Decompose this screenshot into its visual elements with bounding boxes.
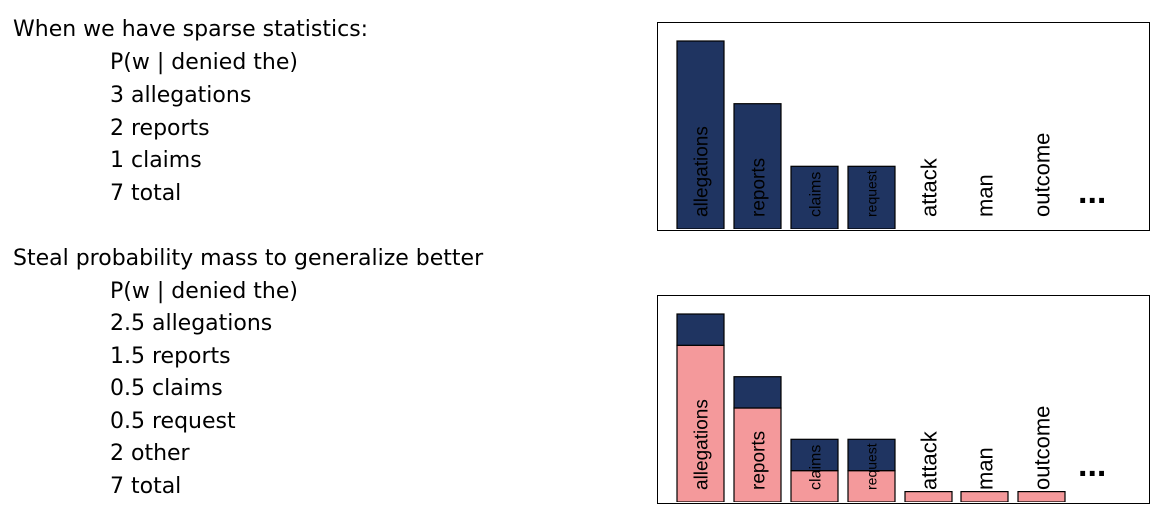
chart1-label-allegations: allegations <box>691 126 712 217</box>
chart1-ellipsis: ... <box>1078 173 1106 211</box>
chart1-label-attack: attack <box>916 157 941 217</box>
chart2-bar-outcome-s0 <box>1017 491 1066 502</box>
chart2-label-allegations: allegations <box>691 399 712 490</box>
chart1-label-claims: claims <box>807 172 824 217</box>
chart2-label-claims: claims <box>807 445 824 490</box>
section2-heading: Steal probability mass to generalize bet… <box>13 246 484 271</box>
chart2-bar-request-s1 <box>847 438 896 472</box>
chart2-label-outcome: outcome <box>1029 406 1054 490</box>
section1-line-total: 7 total <box>110 181 182 206</box>
chart1-label-outcome: outcome <box>1029 133 1054 217</box>
section1-line-allegations: 3 allegations <box>110 83 252 108</box>
section2-line-formula: P(w | denied the) <box>110 279 298 304</box>
chart-smoothed-counts-svg: allegations reports claims request attack man… <box>676 313 1106 502</box>
chart2-bar-attack-s0 <box>904 491 953 502</box>
chart1-bar-allegations <box>676 40 725 229</box>
section1-line-reports: 2 reports <box>110 116 210 141</box>
chart2-label-request: request <box>864 443 880 490</box>
chart2-label-attack: attack <box>916 430 941 490</box>
chart-sparse-counts: allegations reports claims request attack man… <box>657 22 1150 231</box>
chart-smoothed-counts: allegations reports claims request attack man… <box>657 295 1150 504</box>
chart2-bar-man-s0 <box>960 491 1009 502</box>
chart2-label-reports: reports <box>748 431 769 490</box>
section2-line-claims: 0.5 claims <box>110 376 223 401</box>
chart2-ellipsis: ... <box>1078 446 1106 484</box>
chart1-label-reports: reports <box>748 158 769 217</box>
section2-line-request: 0.5 request <box>110 409 236 434</box>
chart1-bar-claims <box>790 165 839 229</box>
section2-line-reports: 1.5 reports <box>110 344 231 369</box>
chart2-bar-reports-s1 <box>733 376 782 409</box>
section1-heading: When we have sparse statistics: <box>13 17 369 42</box>
chart-sparse-counts-svg: allegations reports claims request attack man… <box>676 40 1106 229</box>
chart2-bar-request-s0 <box>847 470 896 502</box>
chart2-bar-claims-s0 <box>790 470 839 502</box>
section2-line-other: 2 other <box>110 441 190 466</box>
section1-line-claims: 1 claims <box>110 148 202 173</box>
chart1-bar-reports <box>733 103 782 229</box>
chart1-label-request: request <box>864 170 880 217</box>
chart2-label-man: man <box>972 447 997 490</box>
chart2-bar-allegations-s1 <box>676 313 725 346</box>
section2-line-total: 7 total <box>110 474 182 499</box>
chart1-bar-request <box>847 165 896 229</box>
section1-line-formula: P(w | denied the) <box>110 50 298 75</box>
chart1-label-man: man <box>972 174 997 217</box>
chart2-bar-claims-s1 <box>790 438 839 472</box>
section2-line-allegations: 2.5 allegations <box>110 311 273 336</box>
